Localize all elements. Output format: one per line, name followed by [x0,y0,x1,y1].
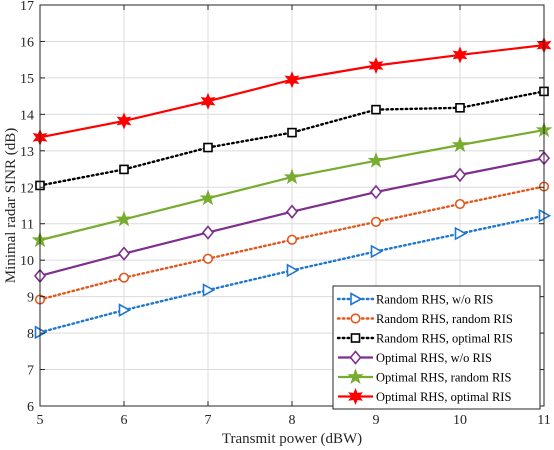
data-point [348,387,363,406]
legend-box [332,285,541,410]
y-tick-label: 12 [20,181,34,196]
y-tick-label: 16 [20,35,34,50]
x-tick-label: 8 [289,413,296,428]
data-point [200,92,216,110]
data-point [284,71,300,89]
data-point [285,204,299,219]
y-tick-label: 17 [20,0,34,14]
data-point [350,292,363,306]
data-point [350,333,361,343]
data-point [202,283,216,297]
data-point [201,225,215,240]
y-tick-label: 14 [20,108,34,123]
series-4 [33,150,551,284]
y-tick-label: 7 [27,364,34,379]
legend-label: Optimal RHS, random RIS [376,371,511,385]
series-1 [34,208,552,340]
data-point [453,167,467,183]
legend-label: Random RHS, w/o RIS [376,293,493,307]
data-point [115,210,133,227]
data-point [368,56,384,75]
data-point [454,198,466,210]
data-point [455,103,465,113]
data-point [203,142,213,153]
data-point [202,253,214,264]
x-tick-label: 10 [453,413,467,428]
data-point [119,164,129,175]
data-point [451,136,469,153]
legend-label: Random RHS, optimal RIS [376,332,513,346]
data-point [454,226,468,241]
y-tick-label: 9 [27,291,34,306]
legend-label: Optimal RHS, w/o RIS [376,351,492,365]
x-tick-label: 9 [373,413,380,428]
y-tick-label: 8 [27,327,34,342]
data-point [350,313,361,324]
data-point [286,234,298,245]
x-tick-label: 11 [537,413,550,428]
data-point [286,263,300,278]
y-tick-label: 13 [20,145,34,160]
legend-item: Optimal RHS, random RIS [338,368,511,385]
data-point [371,104,381,115]
data-point [367,151,385,168]
y-tick-label: 15 [20,72,34,87]
data-point [199,189,217,206]
y-tick-label: 10 [20,254,34,269]
data-point [118,303,132,317]
x-tick-label: 6 [121,413,128,428]
data-point [118,272,130,283]
data-point [452,46,468,64]
x-tick-label: 7 [205,413,212,428]
data-point [117,246,131,261]
data-point [287,127,297,138]
y-axis-label: Minimal radar SINR (dB) [3,128,19,283]
data-point [116,112,132,130]
y-tick-label: 6 [27,400,34,415]
data-point [369,184,383,200]
legend-item: Random RHS, w/o RIS [336,292,493,307]
legend-item: Random RHS, random RIS [336,312,513,326]
legend-label: Optimal RHS, optimal RIS [376,390,511,404]
x-axis-label: Transmit power (dBW) [222,431,362,447]
data-point [347,368,364,385]
legend-item: Optimal RHS, optimal RIS [338,387,511,406]
series-layer [31,36,553,340]
data-point [370,216,382,228]
y-tick-label: 11 [21,218,34,233]
legend-item: Random RHS, optimal RIS [336,332,513,346]
data-point [283,168,301,185]
legend-label: Random RHS, random RIS [376,312,513,326]
legend-item: Optimal RHS, w/o RIS [338,350,492,365]
data-point [370,244,384,259]
x-tick-label: 5 [37,413,44,428]
legend: Random RHS, w/o RIS Random RHS, random RI… [332,285,541,410]
data-point [349,350,362,365]
